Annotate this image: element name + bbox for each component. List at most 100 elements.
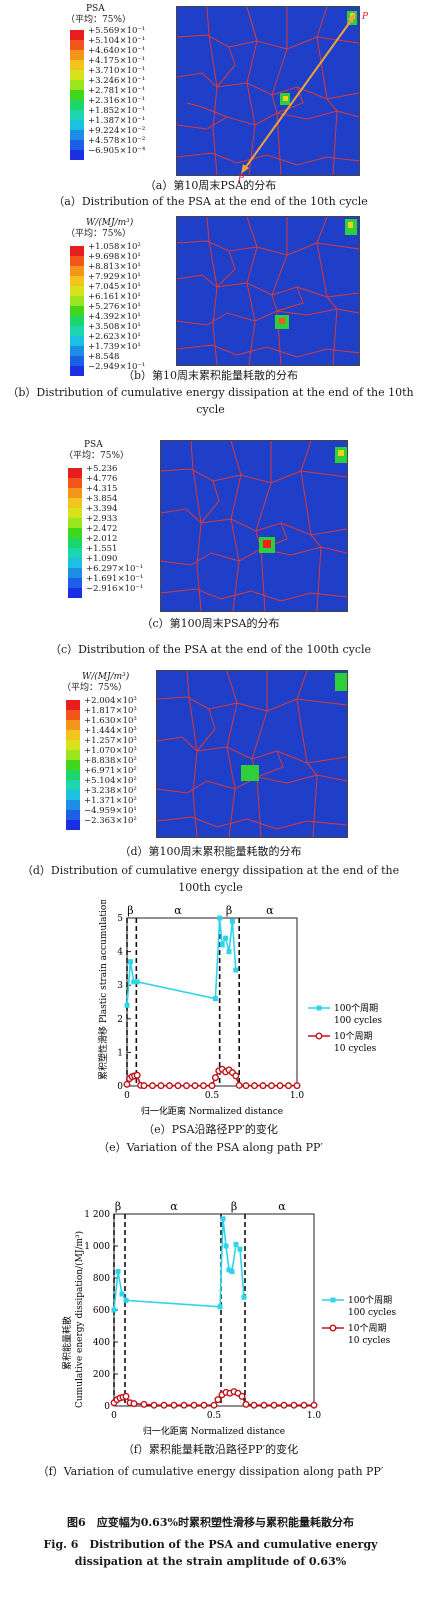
- scale-tick-label: +2.623×10¹: [88, 332, 141, 342]
- legend-title: PSA: [84, 440, 103, 450]
- scale-tick-label: +1.058×10²: [88, 242, 141, 252]
- scale-tick-label: +1.070×10³: [84, 746, 137, 756]
- color-swatch: [70, 326, 84, 336]
- caption-e-cn: （e）PSA沿路径PP′的变化: [143, 1123, 278, 1136]
- data-point: [210, 1401, 218, 1409]
- scale-tick-label: +1.551: [86, 544, 118, 554]
- data-point: [235, 1081, 243, 1089]
- caption-a-cn: （a）第10周末PSA的分布: [144, 179, 277, 192]
- scale-tick-label: +9.698×10¹: [88, 252, 141, 262]
- data-point: [170, 1401, 178, 1409]
- scale-tick-label: +1.090: [86, 554, 118, 564]
- caption-e-en: （e）Variation of the PSA along path PP′: [98, 1141, 323, 1154]
- legend-b: W/(MJ/m³) （平均：75%）: [66, 218, 133, 240]
- data-point: [160, 1401, 168, 1409]
- data-point: [148, 1082, 156, 1090]
- color-swatch: [70, 120, 84, 130]
- data-point: [268, 1082, 276, 1090]
- data-point: [242, 1400, 250, 1408]
- color-swatch: [70, 140, 84, 150]
- scale-tick-label: +4.315: [86, 484, 118, 494]
- data-point: [217, 1304, 223, 1310]
- data-point: [237, 1246, 243, 1252]
- figure-title-en: Fig. 6 Distribution of the PSA and cumul…: [43, 1538, 378, 1568]
- color-swatch: [70, 100, 84, 110]
- color-scale: [70, 246, 84, 376]
- plot-frame: [126, 917, 298, 1087]
- data-point: [140, 1400, 148, 1408]
- data-point: [174, 1082, 182, 1090]
- data-point: [140, 1082, 148, 1090]
- color-swatch: [66, 740, 80, 750]
- data-point: [276, 1082, 284, 1090]
- legend-subtitle: （平均：75%）: [66, 229, 132, 239]
- color-swatch: [66, 770, 80, 780]
- color-swatch: [70, 276, 84, 286]
- panel-d: W/(MJ/m³) （平均：75%） +2.004×10³ +1.817×10³ +…: [0, 666, 421, 894]
- color-swatch: [68, 558, 82, 568]
- scale-tick-label: −2.363×10²: [84, 816, 137, 826]
- y-tick-label: 1 200: [84, 1210, 110, 1220]
- scale-ticks: +5.236 +4.776 +4.315 +3.854 +3.394 +2.933 +2.4…: [86, 464, 143, 594]
- scale-tick-label: +6.297×10⁻¹: [86, 564, 144, 574]
- scale-tick-label: +4.578×10⁻²: [88, 136, 146, 146]
- legend-label-cn: 100个周期: [334, 1003, 378, 1014]
- panel-c: PSA （平均：75%） +5.236 +4.776 +4.315 +3.854 +3.…: [0, 436, 421, 632]
- legend-title: PSA: [86, 4, 105, 14]
- data-point: [115, 1269, 121, 1275]
- color-swatch: [66, 760, 80, 770]
- y-axis-label: 累积塑性滑移 Plastic strain accumulation: [97, 900, 109, 1080]
- data-point: [150, 1401, 158, 1409]
- chart-e-svg: 0 1 2 3 4 5 0 0.5 1.0 β α β α 100个周期 100 cycles 10个周期 10…: [97, 899, 382, 1117]
- caption-b-cn: （b）第10周末累积能量耗散的分布: [122, 369, 299, 382]
- data-point: [130, 1400, 138, 1408]
- color-swatch: [68, 498, 82, 508]
- data-point: [127, 959, 133, 965]
- scale-ticks: +2.004×10³ +1.817×10³ +1.630×10³ +1.444×10³…: [84, 696, 137, 826]
- color-swatch: [68, 518, 82, 528]
- color-swatch: [66, 790, 80, 800]
- color-swatch: [70, 286, 84, 296]
- scale-tick-label: +5.236: [86, 464, 118, 474]
- panel-a: PSA （平均：75%） +5.569×10⁻¹ +5.104×10⁻¹ +4.64…: [0, 0, 421, 210]
- label-p-prime: P′: [238, 174, 247, 184]
- data-point: [133, 1071, 141, 1079]
- data-point: [242, 1082, 250, 1090]
- color-swatch: [68, 588, 82, 598]
- data-point: [232, 1072, 240, 1080]
- data-point: [241, 1294, 247, 1300]
- legend-marker: [330, 1297, 336, 1303]
- y-tick-label: 600: [93, 1306, 110, 1316]
- color-swatch: [66, 780, 80, 790]
- y-tick-label: 3: [117, 981, 123, 991]
- legend-label-cn: 100个周期: [348, 1295, 392, 1306]
- y-tick-label: 800: [93, 1274, 110, 1284]
- data-point: [211, 1074, 219, 1082]
- y-tick-label: 0: [117, 1082, 123, 1092]
- data-point: [180, 1401, 188, 1409]
- scale-tick-label: +5.104×10²: [84, 776, 137, 786]
- color-swatch: [70, 306, 84, 316]
- data-point: [250, 1401, 258, 1409]
- scale-tick-label: +8.813×10¹: [88, 262, 141, 272]
- scale-ticks: +5.569×10⁻¹ +5.104×10⁻¹ +4.640×10⁻¹ +4.175×…: [88, 26, 145, 156]
- scale-tick-label: +2.472: [86, 524, 118, 534]
- color-swatch: [68, 568, 82, 578]
- data-point: [131, 979, 137, 985]
- data-point: [226, 1267, 232, 1273]
- color-swatch: [66, 810, 80, 820]
- color-swatch: [68, 468, 82, 478]
- caption-d-cn: （d）第100周末累积能量耗散的分布: [119, 845, 302, 858]
- figure-title-cn: 图6 应变幅为0.63%时累积塑性滑移与累积能量耗散分布: [67, 1516, 354, 1529]
- caption-f-en: （f）Variation of cumulative energy dissip…: [37, 1465, 384, 1478]
- legend-label-cn: 10个周期: [348, 1323, 386, 1334]
- legend-label: 100 cycles: [348, 1308, 396, 1318]
- data-point: [310, 1401, 318, 1409]
- legend-label: 10 cycles: [348, 1336, 391, 1346]
- color-swatch: [70, 356, 84, 366]
- data-point: [191, 1082, 199, 1090]
- data-point: [214, 1396, 222, 1404]
- data-point: [165, 1082, 173, 1090]
- x-axis-label: 归一化距离 Normalized distance: [143, 1425, 285, 1437]
- data-point: [220, 1216, 226, 1222]
